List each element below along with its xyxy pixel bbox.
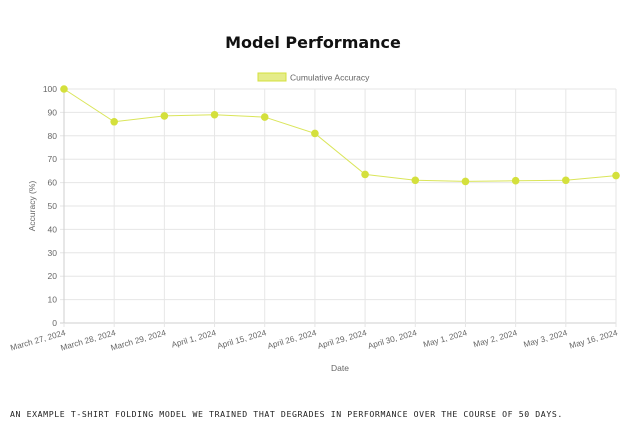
y-tick-label: 10 <box>48 295 58 305</box>
x-tick-label: April 29, 2024 <box>317 328 368 351</box>
chart-legend: Cumulative Accuracy <box>257 72 370 83</box>
x-tick-label: May 1, 2024 <box>422 328 468 349</box>
data-point <box>562 176 570 185</box>
y-axis-label: Accuracy (%) <box>27 181 37 232</box>
data-point <box>461 177 470 186</box>
y-tick-label: 30 <box>48 248 58 258</box>
x-tick-label: May 2, 2024 <box>472 328 518 349</box>
x-tick-label: March 27, 2024 <box>9 328 67 352</box>
series-line <box>63 88 617 182</box>
x-tick-label: May 16, 2024 <box>568 328 619 350</box>
x-axis-label: Date <box>331 363 349 373</box>
chart-grid <box>60 88 617 327</box>
y-tick-label: 40 <box>48 224 58 234</box>
data-point <box>210 110 219 119</box>
data-point <box>110 117 118 126</box>
data-point <box>411 176 420 185</box>
y-tick-label: 90 <box>48 107 58 117</box>
x-tick-label: April 26, 2024 <box>266 328 317 351</box>
x-tick-label: March 28, 2024 <box>60 328 118 352</box>
y-tick-label: 100 <box>43 84 57 94</box>
data-point <box>260 113 269 121</box>
y-tick-label: 50 <box>48 201 58 211</box>
x-tick-label: March 29, 2024 <box>110 328 168 352</box>
y-tick-label: 20 <box>48 271 58 281</box>
data-point <box>511 176 520 185</box>
data-point <box>160 112 169 120</box>
x-tick-label: April 30, 2024 <box>367 328 418 351</box>
x-tick-label: April 1, 2024 <box>170 328 217 349</box>
chart-series <box>60 85 620 186</box>
data-point <box>361 170 369 179</box>
figure-caption: An example T-shirt folding model we trai… <box>10 409 563 419</box>
y-tick-label: 0 <box>52 318 57 328</box>
chart-title: Model Performance <box>225 33 401 52</box>
y-tick-label: 60 <box>48 178 58 188</box>
legend-swatch <box>257 72 287 82</box>
x-tick-label: April 15, 2024 <box>216 328 267 351</box>
y-tick-label: 80 <box>48 131 58 141</box>
y-tick-label: 70 <box>48 154 58 164</box>
data-point <box>311 129 319 138</box>
data-point <box>612 171 620 180</box>
data-point <box>60 85 68 93</box>
x-tick-label: May 3, 2024 <box>523 328 569 349</box>
legend-label: Cumulative Accuracy <box>290 73 370 83</box>
